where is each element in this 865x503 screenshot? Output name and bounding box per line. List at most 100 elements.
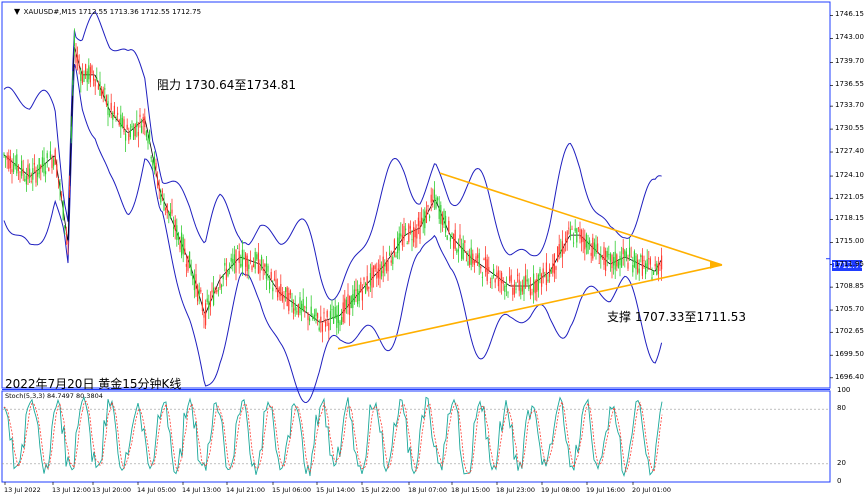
candle-body [41, 157, 43, 167]
candle-body [488, 266, 490, 271]
candle-body [99, 81, 101, 96]
candle-body [347, 294, 349, 308]
candle-body [208, 301, 210, 310]
candle-body [113, 105, 115, 115]
candle-body [217, 290, 219, 292]
candle-body [89, 67, 91, 83]
candle-body [622, 247, 624, 255]
stoch-label: Stoch(5,3,3) 84.7497 80.3804 [5, 392, 103, 400]
candle-body [299, 297, 301, 314]
candle-body [17, 165, 19, 171]
candle-body [589, 240, 591, 245]
candle-body [141, 125, 143, 133]
candle-body [529, 284, 531, 296]
candle-body [553, 253, 555, 274]
candle-body [345, 299, 347, 307]
candle-body [75, 54, 77, 63]
candle-body [177, 232, 179, 240]
candle-body [613, 257, 615, 266]
candle-body [241, 249, 243, 267]
candle-body [467, 261, 469, 266]
candle-body [430, 194, 432, 203]
candle-body [25, 175, 27, 185]
time-tick-label: 19 Jul 08:00 [541, 486, 580, 494]
candle-body [262, 268, 264, 271]
candle-body [505, 282, 507, 287]
time-tick-label: 18 Jul 15:00 [451, 486, 490, 494]
candle-body [403, 226, 405, 241]
candle-body [294, 303, 296, 311]
candle-body [305, 307, 307, 309]
menu-icon[interactable]: ▼ [14, 7, 21, 16]
candle-body [387, 260, 389, 272]
candle-body [278, 287, 280, 292]
candle-body [157, 180, 159, 186]
candle-body [96, 77, 98, 81]
candle-body [205, 303, 207, 326]
candle-body [421, 217, 423, 224]
candle-body [597, 243, 599, 253]
candle-body [301, 303, 303, 310]
candle-body [165, 207, 167, 210]
candle-body [414, 228, 416, 238]
candle-body [521, 285, 523, 292]
candle-body [310, 306, 312, 316]
candle-body [614, 251, 616, 270]
candle-body [49, 151, 51, 159]
candle-body [408, 224, 410, 242]
candle-body [581, 230, 583, 243]
candle-body [504, 285, 506, 292]
candle-body [507, 292, 509, 294]
candle-body [336, 314, 338, 328]
candle-body [69, 186, 71, 190]
candle-body [536, 279, 538, 292]
time-tick-label: 15 Jul 06:00 [272, 486, 311, 494]
candle-body [110, 102, 112, 110]
candle-body [30, 181, 32, 183]
candle-body [593, 242, 595, 250]
price-tick-label: 1705.70 [835, 305, 864, 314]
stoch-k-line [3, 396, 663, 478]
time-tick-label: 18 Jul 23:00 [496, 486, 535, 494]
candle-body [296, 311, 298, 313]
candle-body [481, 276, 483, 278]
candle-body [512, 287, 514, 295]
candle-body [473, 260, 475, 265]
candle-body [14, 163, 16, 167]
candle-body [200, 289, 202, 292]
candle-body [464, 240, 466, 243]
candle-body [6, 155, 8, 160]
candle-body [496, 272, 498, 277]
candle-body [395, 255, 397, 258]
candle-body [409, 226, 411, 229]
candle-body [518, 279, 520, 291]
candle-body [211, 290, 213, 293]
candle-body [120, 114, 122, 128]
current-price-badge: 1712.75 [832, 260, 865, 271]
price-tick-label: 1743.00 [835, 33, 864, 42]
candle-body [374, 265, 376, 269]
candle-body [45, 171, 47, 175]
candle-body [493, 268, 495, 277]
candle-body [342, 302, 344, 322]
candle-body [619, 255, 621, 266]
candle-body [552, 263, 554, 273]
candle-body [121, 117, 123, 128]
candle-body [547, 279, 549, 282]
candle-body [358, 290, 360, 302]
candle-body [118, 119, 120, 126]
candle-body [544, 276, 546, 278]
candle-body [425, 209, 427, 223]
candle-body [173, 227, 175, 230]
candle-body [360, 281, 362, 292]
candle-body [94, 79, 96, 87]
candle-body [22, 168, 24, 174]
candle-body [646, 259, 648, 268]
candle-body [461, 248, 463, 259]
candle-body [293, 308, 295, 314]
candle-body [411, 239, 413, 241]
candle-body [453, 233, 455, 249]
candle-body [416, 229, 418, 239]
